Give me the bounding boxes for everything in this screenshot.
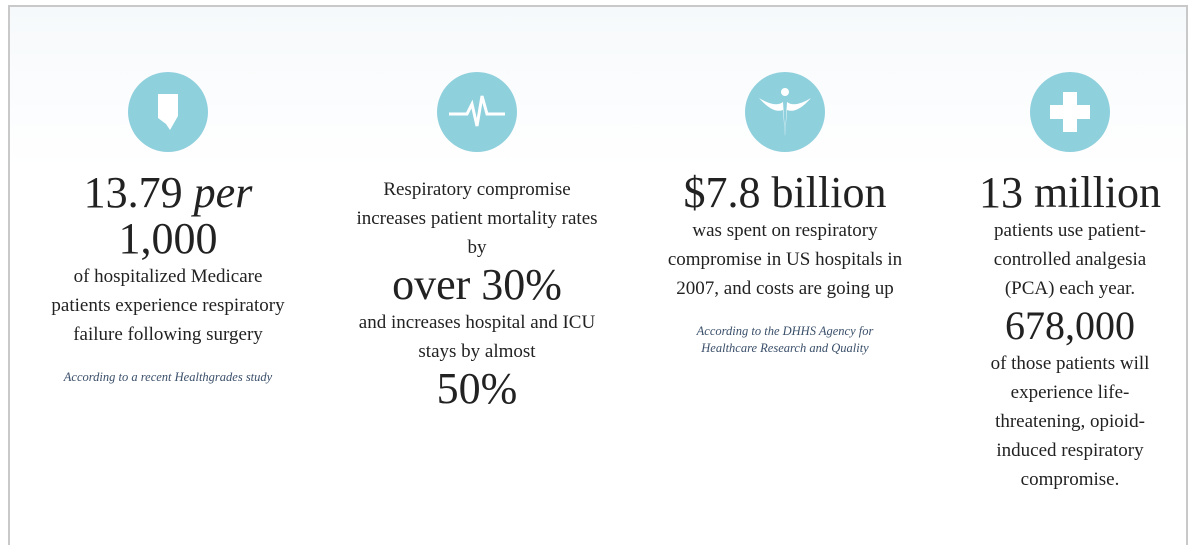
stat-column: Respiratory compromise increases patient… xyxy=(352,72,602,412)
source[interactable]: According to the DHHS Agency for Healthc… xyxy=(696,324,874,355)
stat: 50% xyxy=(436,364,518,413)
stat: over 30% xyxy=(392,260,562,309)
description: of hospitalized Medicare patients experi… xyxy=(51,266,285,345)
icon xyxy=(1030,72,1110,152)
source[interactable]: According to a recent Healthgrades study xyxy=(63,370,273,384)
icon xyxy=(437,72,517,152)
stat: $7.8 billion xyxy=(683,168,887,217)
icon xyxy=(745,72,825,152)
stat-column: 13 million patients use patient-controll… xyxy=(960,72,1180,494)
description: of those patients will experience life-t… xyxy=(990,353,1150,490)
stat: 13 million xyxy=(978,168,1162,217)
icon xyxy=(128,72,208,152)
description: Respiratory compromise increases patient… xyxy=(356,179,598,258)
stat: 1,000 xyxy=(118,214,218,263)
description: was spent on respiratory compromise in U… xyxy=(667,220,903,299)
stat-column: 13.79 per 1,000 of hospitalized Medicare… xyxy=(43,72,293,386)
frame xyxy=(8,5,1188,545)
page: 13.79 per 1,000 of hospitalized Medicare… xyxy=(8,5,1188,545)
stat-column: $7.8 billion was spent on respiratory co… xyxy=(660,72,910,357)
description: patients use patient-controlled analgesi… xyxy=(993,220,1147,299)
stat: 678,000 xyxy=(1005,303,1135,348)
description: and increases hospital and ICU stays by … xyxy=(358,312,596,362)
stat: 13.79 per xyxy=(83,168,253,217)
